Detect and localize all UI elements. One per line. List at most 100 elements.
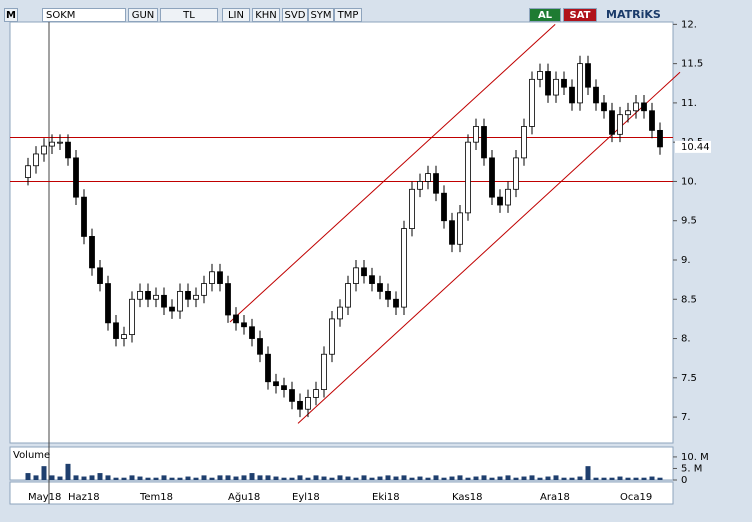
volume-bar [537,477,543,480]
volume-bar [497,476,503,480]
candle-body [617,114,623,135]
candle-body [545,71,551,96]
volume-tick-label: 10. M [681,452,709,463]
volume-bar [417,476,423,480]
candle-body [481,126,487,159]
volume-bar [81,476,87,480]
candle-body [313,389,319,398]
y-tick-label: 9. [681,255,691,266]
candle-body [393,298,399,308]
volume-bar [361,475,367,480]
candle-body [345,283,351,308]
volume-bar [329,477,335,480]
volume-bar [161,475,167,480]
candle-body [609,110,615,135]
candle-body [337,306,343,320]
volume-bar [641,477,647,480]
candle-body [265,353,271,383]
candle-body [241,322,247,328]
x-tick-label: Haz18 [68,492,100,503]
candle-body [593,86,599,104]
x-axis-panel [9,481,674,505]
volume-bar [145,477,151,480]
volume-bar [433,475,439,480]
candle-body [225,283,231,316]
candle-body [553,78,559,96]
candle-body [329,318,335,355]
candle-body [529,78,535,127]
volume-title: Volume [13,450,50,461]
y-tick-label: 9.5 [681,216,697,227]
candle-body [121,334,127,339]
volume-bar [425,477,431,480]
x-tick-label: Oca19 [620,492,652,503]
candle-body [561,78,567,88]
candle-body [657,129,663,148]
candle-body [409,188,415,229]
volume-bar [401,475,407,480]
volume-bar [321,476,327,480]
y-tick-label: 11.5 [681,59,703,70]
volume-bar [601,477,607,480]
candle-body [305,397,311,410]
button[interactable]: SYM [308,8,334,22]
volume-bar [177,477,183,480]
volume-bar [569,477,575,480]
y-tick-label: 7.5 [681,373,697,384]
volume-bar [521,476,527,480]
candle-body [369,275,375,284]
candle-body [217,271,223,284]
candle-body [441,192,447,222]
volume-bar [617,476,623,480]
volume-bar [121,477,127,480]
volume-bar [609,477,615,480]
volume-bar [529,475,535,480]
candle-body [633,102,639,112]
candle-body [169,306,175,312]
candle-body [505,188,511,206]
volume-bar [233,476,239,480]
candle-body [401,228,407,308]
volume-bar [353,477,359,480]
volume-bar [369,477,375,480]
volume-bar [33,475,39,480]
candle-body [249,326,255,339]
volume-bar [289,477,295,480]
candle-body [177,291,183,312]
volume-bar [65,463,71,480]
volume-bar [265,475,271,480]
last-price-label: 10.44 [681,142,710,153]
volume-bar [409,477,415,480]
volume-bar [209,477,215,480]
candle-body [33,153,39,167]
volume-bar [377,476,383,480]
candle-body [569,86,575,104]
volume-bar [577,476,583,480]
candle-body [537,71,543,80]
volume-bar [41,466,47,480]
candle-body [49,141,55,147]
candle-body [641,102,647,112]
volume-bar [385,475,391,480]
candle-body [105,283,111,324]
candle-body [521,126,527,159]
candle-body [145,291,151,300]
candle-body [89,236,95,269]
button[interactable]: TMP [334,8,362,22]
y-tick-label: 8.5 [681,294,697,305]
volume-bar [489,477,495,480]
candle-body [161,294,167,308]
volume-bar [393,476,399,480]
candle-body [433,173,439,194]
candle-body [281,385,287,390]
candle-body [193,294,199,300]
candle-body [425,173,431,182]
candle-body [601,102,607,112]
volume-panel [9,446,674,481]
y-tick-label: 11. [681,98,697,109]
volume-bar [593,477,599,480]
candle-body [385,291,391,300]
candle-body [449,220,455,245]
candle-body [465,141,471,214]
